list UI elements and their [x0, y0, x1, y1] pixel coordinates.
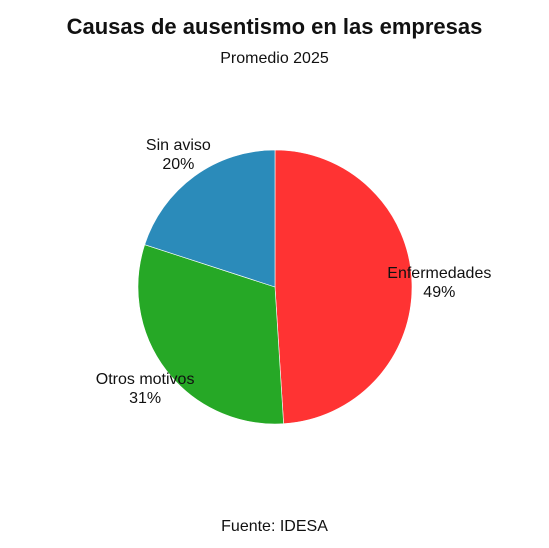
pie-slice-otros-motivos [137, 244, 284, 425]
chart-title: Causas de ausentismo en las empresas [66, 14, 483, 39]
pie-label-otros-motivos: Otros motivos 31% [96, 371, 195, 407]
pie-labels: Enfermedades 49% Otros motivos 31% Sin aviso… [96, 137, 492, 407]
pie-slices [137, 149, 413, 425]
pie-label-name: Enfermedades [387, 265, 491, 282]
pie-label-value: 49% [423, 284, 455, 301]
chart-source: Fuente: IDESA [221, 518, 328, 535]
pie-slice-sin-aviso [144, 149, 276, 288]
pie-label-name: Otros motivos [96, 371, 195, 388]
pie-label-value: 31% [129, 390, 161, 407]
pie-label-name: Sin aviso [146, 137, 211, 154]
pie-label-value: 20% [162, 156, 194, 173]
chart-subtitle: Promedio 2025 [220, 50, 329, 67]
pie-slice-enfermedades [274, 149, 413, 425]
pie-label-enfermedades: Enfermedades 49% [387, 265, 491, 301]
pie-label-sin-aviso: Sin aviso 20% [146, 137, 211, 173]
